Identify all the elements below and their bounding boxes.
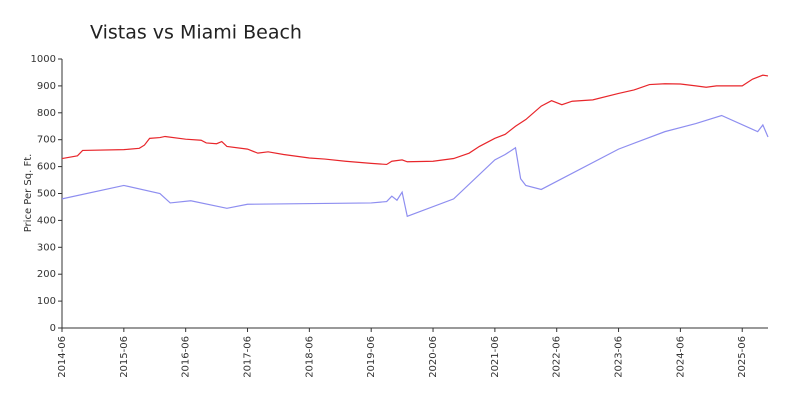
series-line — [61, 74, 769, 166]
x-tick-label: 2024-06 — [675, 336, 686, 378]
x-tick-label: 2023-06 — [614, 336, 625, 378]
chart-title: Vistas vs Miami Beach — [90, 22, 302, 44]
y-tick-label: 500 — [37, 189, 56, 200]
x-tick-label: 2016-06 — [181, 336, 192, 378]
x-tick-label: 2025-06 — [737, 336, 748, 378]
x-tick-label: 2021-06 — [490, 336, 501, 378]
y-tick-label: 600 — [37, 162, 56, 173]
x-tick-label: 2018-06 — [304, 336, 315, 378]
y-tick-label: 1000 — [31, 54, 56, 65]
x-tick-label: 2020-06 — [428, 336, 439, 378]
x-tick-label: 2017-06 — [243, 336, 254, 378]
y-tick-label: 0 — [50, 323, 56, 334]
y-tick-label: 800 — [37, 108, 56, 119]
y-tick-label: 100 — [37, 296, 56, 307]
y-axis-label: Price Per Sq. Ft. — [23, 154, 34, 233]
x-tick-label: 2022-06 — [552, 336, 563, 378]
x-tick-label: 2019-06 — [366, 336, 377, 378]
y-tick-label: 900 — [37, 81, 56, 92]
y-tick-label: 200 — [37, 269, 56, 280]
x-tick-label: 2014-06 — [57, 336, 68, 378]
series-line — [61, 114, 769, 218]
y-tick-label: 300 — [37, 242, 56, 253]
y-tick-label: 400 — [37, 215, 56, 226]
y-tick-label: 700 — [37, 135, 56, 146]
x-tick-label: 2015-06 — [119, 336, 130, 378]
